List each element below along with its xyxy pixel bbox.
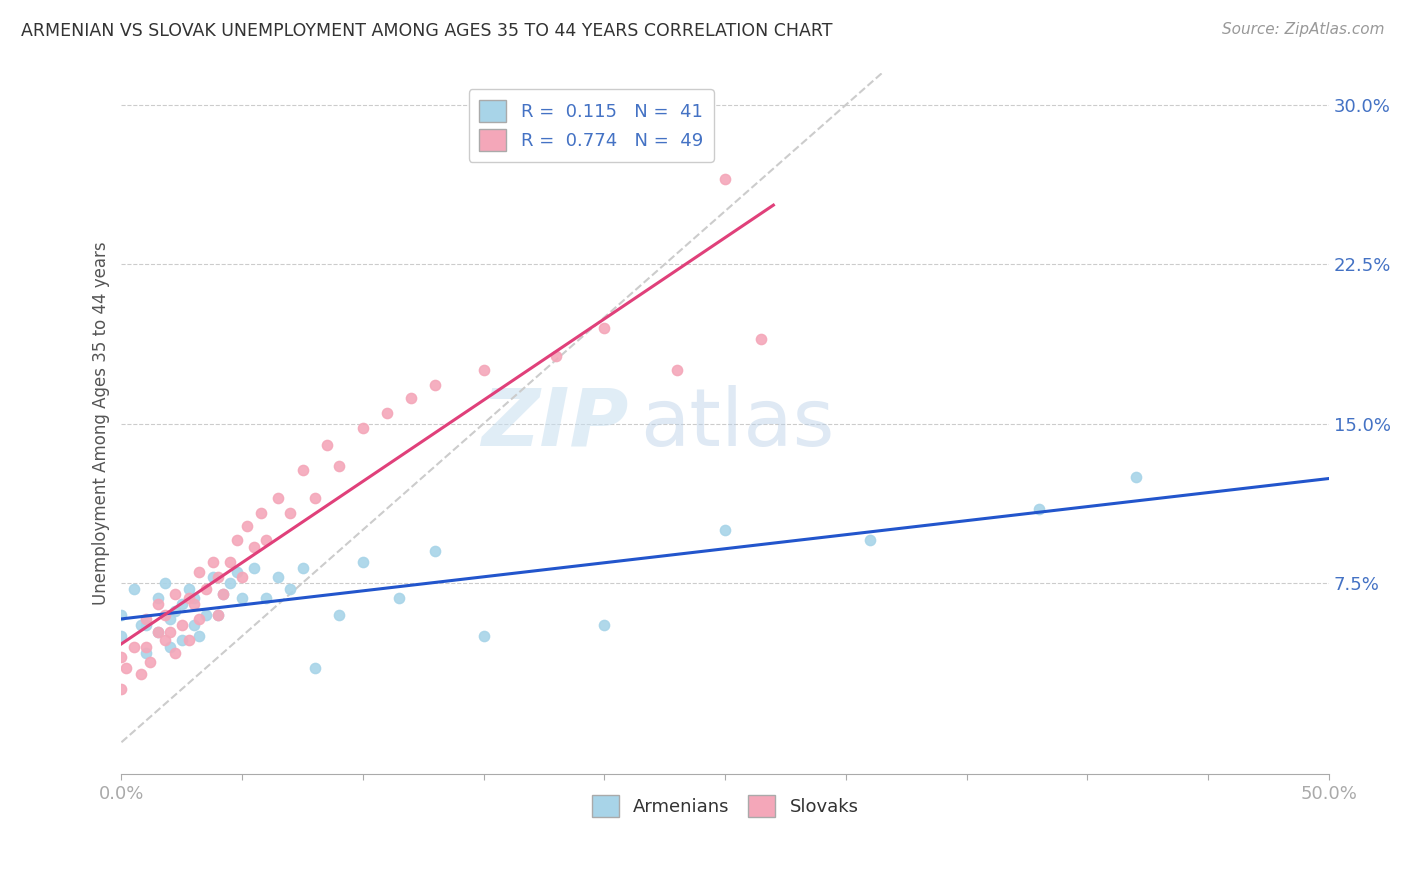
Point — [153, 575, 176, 590]
Point — [115, 661, 138, 675]
Point — [714, 172, 737, 186]
Point — [163, 586, 186, 600]
Point — [194, 607, 217, 622]
Point — [328, 607, 350, 622]
Point — [243, 540, 266, 554]
Point — [226, 566, 249, 580]
Point — [665, 363, 688, 377]
Point — [226, 533, 249, 548]
Point — [177, 582, 200, 597]
Legend: Armenians, Slovaks: Armenians, Slovaks — [585, 789, 866, 825]
Point — [170, 597, 193, 611]
Point — [139, 655, 162, 669]
Point — [388, 591, 411, 605]
Point — [714, 523, 737, 537]
Point — [859, 533, 882, 548]
Point — [177, 591, 200, 605]
Point — [183, 591, 205, 605]
Point — [1028, 501, 1050, 516]
Text: ARMENIAN VS SLOVAK UNEMPLOYMENT AMONG AGES 35 TO 44 YEARS CORRELATION CHART: ARMENIAN VS SLOVAK UNEMPLOYMENT AMONG AG… — [21, 22, 832, 40]
Point — [352, 421, 374, 435]
Point — [163, 603, 186, 617]
Point — [1125, 469, 1147, 483]
Point — [202, 555, 225, 569]
Point — [135, 612, 157, 626]
Point — [170, 618, 193, 632]
Point — [328, 458, 350, 473]
Point — [291, 561, 314, 575]
Point — [472, 629, 495, 643]
Point — [159, 612, 181, 626]
Point — [135, 640, 157, 654]
Text: ZIP: ZIP — [481, 384, 628, 463]
Point — [135, 618, 157, 632]
Point — [110, 650, 132, 665]
Point — [425, 544, 447, 558]
Point — [399, 391, 422, 405]
Point — [129, 667, 152, 681]
Point — [425, 378, 447, 392]
Point — [375, 406, 398, 420]
Point — [291, 463, 314, 477]
Point — [187, 612, 209, 626]
Point — [153, 633, 176, 648]
Point — [207, 569, 229, 583]
Point — [236, 518, 259, 533]
Point — [194, 582, 217, 597]
Point — [183, 618, 205, 632]
Point — [187, 566, 209, 580]
Point — [304, 491, 326, 505]
Point — [202, 569, 225, 583]
Point — [207, 607, 229, 622]
Point — [212, 586, 235, 600]
Point — [110, 682, 132, 697]
Point — [207, 607, 229, 622]
Point — [243, 561, 266, 575]
Point — [280, 506, 302, 520]
Point — [153, 607, 176, 622]
Point — [177, 633, 200, 648]
Point — [219, 555, 242, 569]
Point — [280, 582, 302, 597]
Point — [231, 569, 253, 583]
Point — [352, 555, 374, 569]
Point — [159, 640, 181, 654]
Point — [472, 363, 495, 377]
Point — [546, 349, 568, 363]
Point — [231, 591, 253, 605]
Point — [304, 661, 326, 675]
Point — [254, 533, 277, 548]
Point — [110, 629, 132, 643]
Point — [122, 582, 145, 597]
Point — [159, 624, 181, 639]
Point — [146, 597, 169, 611]
Point — [163, 646, 186, 660]
Point — [146, 624, 169, 639]
Point — [146, 591, 169, 605]
Point — [122, 640, 145, 654]
Point — [146, 624, 169, 639]
Point — [212, 586, 235, 600]
Point — [129, 618, 152, 632]
Point — [315, 438, 337, 452]
Point — [267, 569, 290, 583]
Point — [749, 332, 772, 346]
Point — [593, 618, 616, 632]
Point — [267, 491, 290, 505]
Text: Source: ZipAtlas.com: Source: ZipAtlas.com — [1222, 22, 1385, 37]
Point — [593, 321, 616, 335]
Point — [135, 646, 157, 660]
Point — [183, 597, 205, 611]
Point — [170, 633, 193, 648]
Point — [110, 607, 132, 622]
Text: atlas: atlas — [641, 384, 835, 463]
Point — [219, 575, 242, 590]
Point — [254, 591, 277, 605]
Y-axis label: Unemployment Among Ages 35 to 44 years: Unemployment Among Ages 35 to 44 years — [93, 242, 110, 606]
Point — [187, 629, 209, 643]
Point — [250, 506, 273, 520]
